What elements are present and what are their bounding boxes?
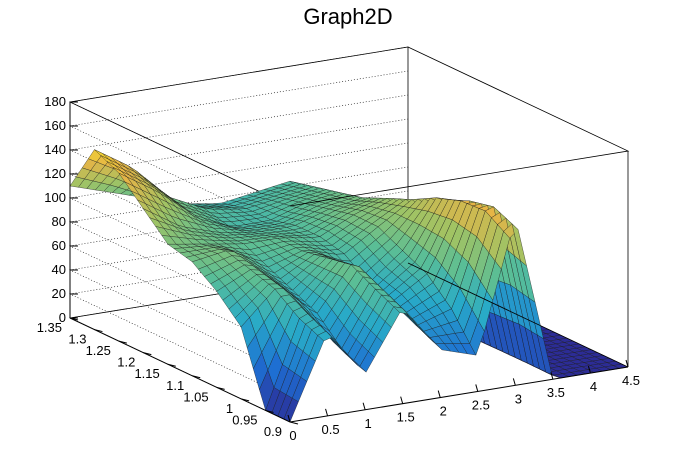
plot-box-edges	[289, 46, 630, 368]
y-tick-label: 1.25	[86, 343, 111, 358]
x-tick-label: 1	[364, 416, 371, 431]
z-tick-label: 80	[52, 214, 66, 229]
z-tick-label: 100	[44, 190, 66, 205]
x-tick-label: 2.5	[472, 397, 490, 412]
surface-mesh	[69, 149, 629, 423]
x-tick	[325, 408, 329, 417]
y-tick-label: 0.95	[232, 412, 257, 427]
z-tick-label: 60	[52, 238, 66, 253]
x-tick	[437, 390, 441, 398]
y-tick	[69, 317, 79, 321]
right-floor-edge	[407, 262, 629, 368]
y-tick-label: 1.3	[68, 332, 86, 347]
x-tick-label: 4	[590, 379, 597, 394]
y-tick	[94, 329, 103, 333]
x-tick-label: 0.5	[322, 422, 340, 437]
z-tick-label: 180	[44, 94, 66, 109]
y-tick-label: 0.9	[264, 424, 282, 439]
y-axis-line	[69, 317, 291, 423]
y-tick-label: 1.2	[117, 355, 135, 370]
x-tick	[287, 414, 291, 423]
y-tick	[265, 409, 274, 413]
x-tick-label: 2	[440, 404, 447, 419]
y-tick	[240, 398, 250, 402]
x-tick	[400, 396, 404, 404]
x-tick	[625, 359, 629, 368]
x-tick	[362, 402, 366, 410]
y-tick-label: 1.15	[134, 366, 159, 381]
x-tick	[475, 384, 479, 392]
chart-title: Graph2D	[303, 4, 393, 29]
x-axis-line	[289, 366, 629, 423]
y-tick	[289, 421, 299, 425]
x-tick-label: 0	[289, 428, 296, 443]
z-tick-label: 120	[44, 166, 66, 181]
x-tick-label: 4.5	[622, 373, 640, 388]
y-tick-label: 1.35	[37, 320, 62, 335]
z-tick-label: 0	[59, 310, 66, 325]
y-tick-label: 1.05	[183, 389, 208, 404]
y-axis: 0.9 0.951 1.051.1 1.151.2 1.251.3 1.35	[37, 317, 299, 439]
top-front-edge	[289, 46, 630, 207]
y-tick	[143, 352, 152, 356]
x-tick	[587, 365, 591, 374]
y-tick	[192, 375, 201, 379]
z-tick-label: 160	[44, 118, 66, 133]
z-tick-label: 20	[52, 286, 66, 301]
z-tick-label: 40	[52, 262, 66, 277]
z-tick-label: 140	[44, 142, 66, 157]
x-axis: 0 0.5 1 1.5 2 2.5 3 3.5 4 4.5	[287, 359, 640, 443]
y-tick	[118, 340, 128, 344]
y-tick	[167, 363, 176, 367]
x-tick	[512, 378, 516, 386]
y-tick-label: 1	[226, 401, 233, 416]
x-tick-label: 3	[515, 391, 522, 406]
x-tick-label: 1.5	[397, 410, 415, 425]
x-tick-label: 3.5	[547, 385, 565, 400]
z-axis: 0 20 40 60 80 100 120 140 160 180	[44, 94, 78, 325]
y-tick	[216, 386, 225, 390]
x-tick	[550, 372, 554, 380]
y-tick-label: 1.1	[166, 378, 184, 393]
